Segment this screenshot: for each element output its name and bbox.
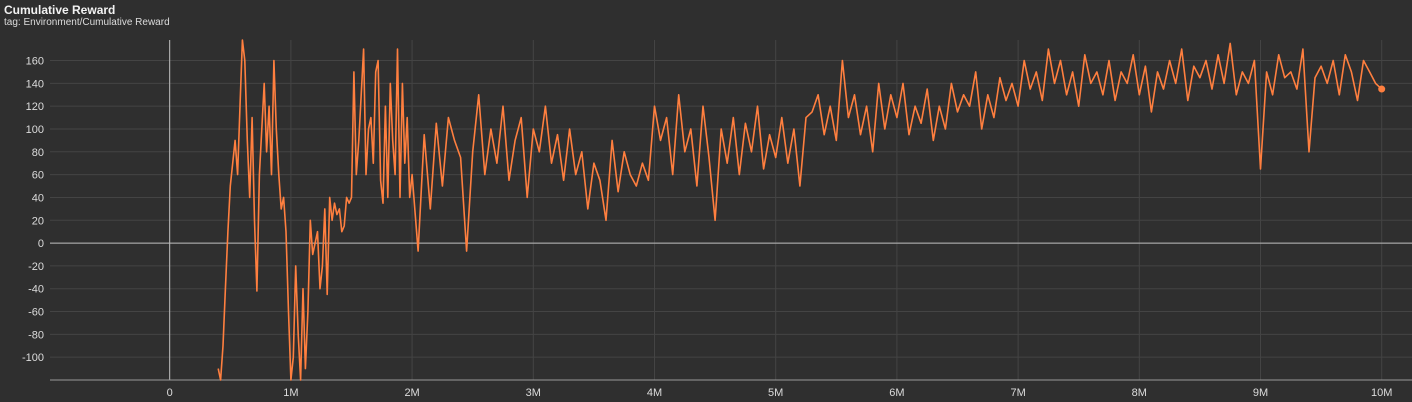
y-axis-ticks: 160 140 120 100 80 60 40 20 0 -20 -40 -60 -80 -100 bbox=[22, 56, 44, 365]
x-tick-label: 4M bbox=[647, 387, 662, 399]
y-tick-label: -60 bbox=[28, 307, 44, 319]
x-tick-label: 8M bbox=[1132, 387, 1147, 399]
y-tick-label: 20 bbox=[32, 215, 44, 227]
x-tick-label: 7M bbox=[1010, 387, 1025, 399]
x-tick-label: 6M bbox=[889, 387, 904, 399]
y-tick-label: 160 bbox=[26, 56, 44, 68]
chart-tag: tag: Environment/Cumulative Reward bbox=[4, 17, 170, 28]
series-group bbox=[217, 39, 1386, 381]
x-tick-label: 1M bbox=[283, 387, 298, 399]
card-header: Cumulative Reward tag: Environment/Cumul… bbox=[4, 3, 170, 29]
x-tick-label: 10M bbox=[1371, 387, 1392, 399]
y-tick-label: -20 bbox=[28, 261, 44, 273]
series-end-marker bbox=[1378, 85, 1386, 93]
y-tick-label: 80 bbox=[32, 147, 44, 159]
y-tick-label: 140 bbox=[26, 78, 44, 90]
y-tick-label: 60 bbox=[32, 170, 44, 182]
y-tick-label: 0 bbox=[38, 238, 44, 250]
x-tick-label: 9M bbox=[1253, 387, 1268, 399]
x-tick-label: 5M bbox=[768, 387, 783, 399]
x-axis-ticks: 0 1M 2M 3M 4M 5M 6M 7M 8M 9M 10M bbox=[167, 387, 1393, 399]
y-tick-label: -40 bbox=[28, 284, 44, 296]
y-tick-label: -80 bbox=[28, 329, 44, 341]
y-tick-label: 100 bbox=[26, 124, 44, 136]
axes bbox=[50, 40, 1412, 381]
y-tick-label: -100 bbox=[22, 352, 44, 364]
chart-title: Cumulative Reward bbox=[4, 3, 116, 17]
x-tick-label: 0 bbox=[167, 387, 173, 399]
x-tick-label: 3M bbox=[526, 387, 541, 399]
y-tick-label: 40 bbox=[32, 192, 44, 204]
y-tick-label: 120 bbox=[26, 101, 44, 113]
x-tick-label: 2M bbox=[404, 387, 419, 399]
series-line bbox=[217, 39, 1383, 381]
